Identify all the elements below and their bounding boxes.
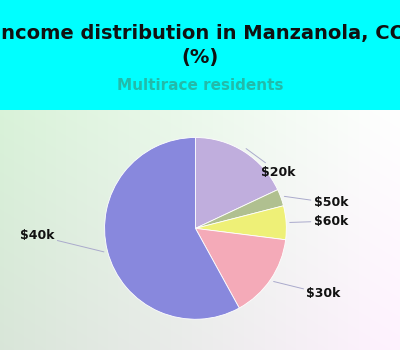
Text: $20k: $20k	[246, 149, 295, 178]
Text: $40k: $40k	[20, 229, 104, 252]
Wedge shape	[196, 138, 278, 228]
Wedge shape	[196, 190, 284, 228]
Text: $30k: $30k	[274, 281, 341, 300]
Text: Income distribution in Manzanola, CO
(%): Income distribution in Manzanola, CO (%)	[0, 24, 400, 67]
Text: Multirace residents: Multirace residents	[117, 78, 283, 93]
Text: $50k: $50k	[284, 196, 348, 209]
Wedge shape	[196, 206, 286, 240]
Wedge shape	[104, 138, 239, 319]
Wedge shape	[196, 228, 286, 308]
Text: $60k: $60k	[290, 215, 348, 228]
